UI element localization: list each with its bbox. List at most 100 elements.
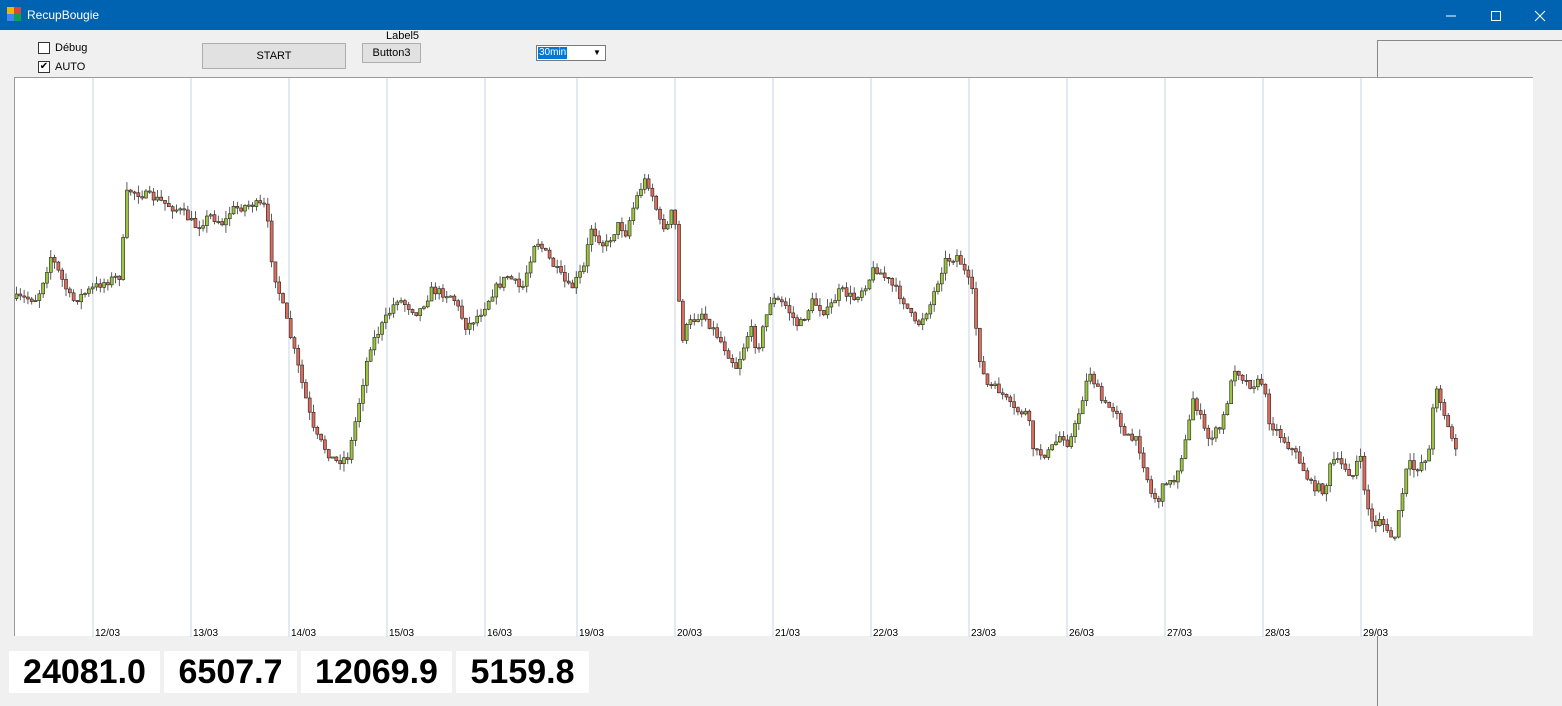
candle-body: [1431, 407, 1435, 450]
candle-body: [642, 178, 647, 190]
candle-body: [471, 322, 476, 325]
candle-body: [1111, 407, 1115, 412]
candle-body: [882, 272, 887, 278]
candle-body: [1244, 379, 1249, 382]
window-title: RecupBougie: [27, 8, 100, 22]
candle-body: [1301, 462, 1306, 472]
candle-body: [1309, 478, 1313, 481]
button3[interactable]: Button3: [362, 43, 421, 63]
candle-body: [707, 318, 712, 329]
candle-body: [71, 292, 76, 301]
candle-body: [296, 347, 301, 366]
candle-body: [863, 288, 868, 292]
candle-body: [106, 282, 110, 286]
x-tick-label: 19/03: [579, 628, 604, 637]
candle-body: [1396, 510, 1401, 538]
candle-body: [635, 195, 639, 209]
debug-checkbox[interactable]: [38, 42, 50, 54]
candle-body: [292, 337, 297, 349]
candle-body: [898, 285, 902, 300]
candle-body: [330, 456, 335, 459]
candle-body: [128, 189, 133, 193]
candle-body: [802, 318, 807, 321]
candle-body: [1221, 414, 1226, 430]
candle-body: [353, 421, 358, 441]
candle-body: [1286, 441, 1291, 449]
candle-body: [989, 384, 994, 387]
candle-body: [1031, 420, 1035, 450]
candle-body: [387, 312, 392, 316]
candle-body: [627, 220, 632, 237]
candle-body: [1019, 411, 1024, 415]
candle-body: [509, 276, 514, 280]
candle-body: [1400, 493, 1405, 511]
candle-body: [323, 439, 327, 450]
candle-body: [212, 214, 217, 222]
candle-body: [1217, 427, 1222, 430]
candle-body: [1118, 413, 1123, 427]
candle-body: [109, 276, 114, 286]
candle-body: [1278, 429, 1283, 439]
candle-body: [410, 309, 415, 313]
candle-body: [1115, 410, 1119, 414]
candle-body: [1134, 436, 1138, 441]
candle-body: [1183, 439, 1188, 459]
candle-body: [448, 295, 453, 298]
candle-body: [654, 195, 658, 210]
maximize-button[interactable]: [1473, 0, 1518, 30]
minimize-button[interactable]: [1428, 0, 1473, 30]
candle-body: [1103, 400, 1108, 403]
candle-body: [1282, 437, 1287, 443]
candle-body: [273, 261, 278, 283]
candle-body: [810, 298, 815, 312]
candle-body: [692, 319, 697, 322]
candle-body: [368, 349, 373, 362]
candle-body: [26, 296, 30, 300]
candle-body: [570, 282, 575, 289]
timeframe-select[interactable]: 30min ▼: [536, 45, 606, 61]
candle-body: [395, 301, 400, 306]
candle-body: [582, 265, 586, 272]
candle-body: [821, 310, 826, 316]
start-button[interactable]: START: [202, 43, 346, 69]
candle-body: [1339, 458, 1344, 465]
candle-body: [791, 312, 796, 319]
candle-body: [818, 305, 822, 311]
dropdown-arrow-icon[interactable]: ▼: [593, 48, 601, 57]
candle-body: [1176, 470, 1180, 483]
candle-body: [1164, 483, 1169, 486]
candle-body: [132, 191, 137, 194]
x-tick-label: 26/03: [1069, 628, 1094, 637]
x-tick-label: 29/03: [1363, 628, 1388, 637]
candle-body: [1149, 479, 1153, 494]
candle-body: [235, 206, 240, 209]
candle-body: [601, 242, 605, 247]
candle-body: [913, 312, 917, 322]
candle-body: [1351, 475, 1355, 477]
candle-body: [604, 240, 609, 247]
close-button[interactable]: [1517, 0, 1562, 30]
x-tick-label: 16/03: [487, 628, 512, 637]
auto-checkbox[interactable]: ✔: [38, 61, 50, 73]
side-panel-left-border: [1377, 40, 1378, 78]
candle-body: [136, 192, 141, 197]
candle-body: [437, 288, 441, 295]
candle-body: [1092, 373, 1096, 385]
candle-body: [719, 337, 723, 343]
candle-body: [37, 293, 42, 301]
candle-body: [997, 383, 1001, 394]
candle-body: [1137, 436, 1142, 454]
candle-body: [1191, 398, 1195, 421]
candle-body: [1404, 468, 1409, 494]
candle-body: [1362, 455, 1367, 491]
candle-body: [715, 327, 719, 338]
candle-body: [342, 457, 346, 465]
candle-body: [311, 411, 316, 428]
candle-body: [486, 300, 491, 310]
candle-body: [262, 202, 266, 205]
candle-body: [464, 317, 468, 330]
title-bar: RecupBougie: [0, 0, 1562, 30]
candle-body: [399, 300, 403, 303]
candle-body: [829, 302, 834, 308]
candle-body: [75, 300, 80, 303]
